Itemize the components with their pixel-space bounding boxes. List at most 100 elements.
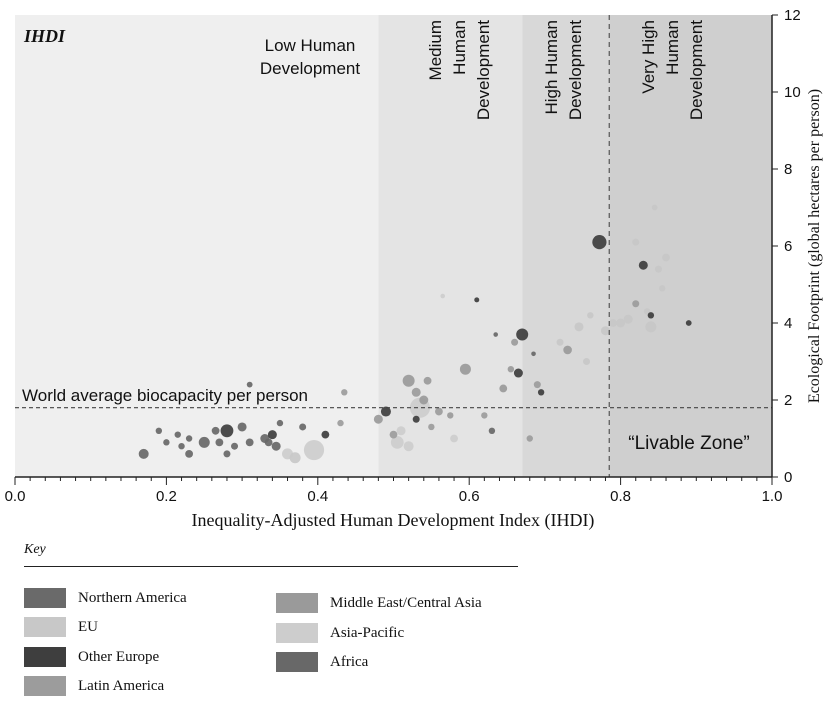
data-point	[447, 412, 454, 419]
livable-zone-label: “Livable Zone”	[628, 433, 749, 454]
data-point	[403, 441, 414, 452]
band-label-low: Low Human	[265, 36, 356, 55]
legend-item: EU	[24, 616, 98, 638]
legend-swatch	[24, 647, 66, 667]
data-point	[428, 423, 435, 431]
legend-label: Africa	[330, 653, 369, 670]
data-point	[271, 441, 281, 451]
data-point	[499, 384, 508, 393]
legend-swatch	[24, 617, 66, 637]
data-point	[303, 439, 325, 461]
corner-label: IHDI	[23, 26, 66, 46]
band-1	[378, 15, 523, 477]
data-point	[341, 389, 348, 396]
data-point	[662, 253, 670, 262]
data-point	[299, 423, 307, 431]
data-point	[647, 312, 655, 319]
data-point	[600, 326, 610, 336]
data-point	[632, 238, 640, 246]
legend-item: Other Europe	[24, 646, 159, 668]
band-label-high: Development	[566, 20, 585, 120]
reference-lines	[15, 15, 772, 477]
legend-item: Northern America	[24, 587, 187, 609]
data-point	[267, 430, 277, 440]
data-point	[563, 345, 572, 355]
data-point	[373, 414, 383, 424]
x-tick-label: 0.2	[156, 488, 177, 505]
legend-swatch	[276, 593, 318, 613]
y-tick-label: 6	[784, 238, 792, 255]
data-point	[659, 285, 666, 292]
data-point	[587, 312, 594, 319]
data-point	[616, 318, 626, 328]
band-3	[609, 15, 772, 477]
legend-title: Key	[24, 542, 46, 557]
legend-item: Latin America	[24, 675, 164, 697]
legend-label: Northern America	[78, 589, 187, 606]
data-point	[685, 320, 692, 326]
data-point	[411, 387, 421, 397]
chart-svg: 0.0 0.2 0.4 0.6 0.8 1.00 2 4 6 8 10 12 Inequality-Ad…	[5, 7, 823, 530]
data-point	[574, 322, 584, 332]
data-point	[507, 366, 515, 373]
band-label-medium: Development	[474, 20, 493, 120]
band-label-high: High Human	[542, 20, 561, 115]
data-point	[178, 443, 185, 450]
data-point	[215, 438, 224, 447]
data-point	[488, 427, 496, 434]
y-tick-label: 4	[784, 315, 792, 332]
data-point	[237, 422, 247, 432]
x-axis-label: Inequality-Adjusted Human Development In…	[192, 510, 595, 530]
legend-label: Latin America	[78, 677, 165, 694]
data-point	[245, 438, 254, 447]
y-tick-label: 12	[784, 7, 801, 24]
data-point	[396, 426, 406, 436]
y-tick-label: 10	[784, 84, 801, 101]
data-point	[632, 300, 640, 308]
data-point	[435, 407, 443, 416]
data-point	[264, 438, 273, 447]
data-point	[390, 435, 404, 449]
data-point	[493, 332, 498, 337]
legend-label: Middle East/Central Asia	[330, 594, 482, 611]
data-point	[609, 319, 617, 327]
chart-labels: IHDI Low Human Development Medium Human Devel…	[22, 20, 750, 454]
data-point	[412, 415, 420, 423]
band-label-very-high: Development	[687, 20, 706, 120]
data-point	[231, 442, 239, 450]
data-point	[163, 439, 170, 446]
data-point	[289, 452, 301, 464]
data-point	[321, 430, 330, 439]
legend-item: Middle East/Central Asia	[276, 592, 482, 614]
data-point	[246, 381, 253, 388]
data-point	[423, 376, 432, 385]
x-tick-label: 0.8	[610, 488, 631, 505]
band-label-medium: Medium	[426, 20, 445, 80]
x-tick-label: 0.6	[459, 488, 480, 505]
x-tick-label: 0.4	[307, 488, 328, 505]
data-point	[537, 389, 545, 396]
y-tick-label: 8	[784, 161, 792, 178]
legend-swatch	[276, 623, 318, 643]
band-label-very-high: Human	[663, 20, 682, 75]
data-point	[481, 412, 488, 419]
data-point	[419, 395, 429, 405]
x-tick-label: 0.0	[5, 488, 26, 505]
data-point	[583, 358, 591, 365]
data-point	[211, 426, 220, 435]
legend-label: Asia-Pacific	[330, 624, 405, 641]
data-point	[138, 448, 149, 459]
data-point	[592, 235, 607, 250]
data-point	[645, 321, 657, 333]
legend-item: Africa	[276, 651, 368, 673]
legend-label: Other Europe	[78, 648, 160, 665]
y-axis-label: Ecological Footprint (global hectares pe…	[806, 89, 823, 403]
data-point	[511, 338, 519, 346]
band-label-very-high: Very High	[639, 20, 658, 94]
legend-label: EU	[78, 618, 98, 635]
data-point	[440, 293, 446, 299]
x-tick-label: 1.0	[762, 488, 783, 505]
data-point	[276, 419, 284, 427]
band-label-low: Development	[260, 59, 360, 78]
legend-swatch	[276, 652, 318, 672]
